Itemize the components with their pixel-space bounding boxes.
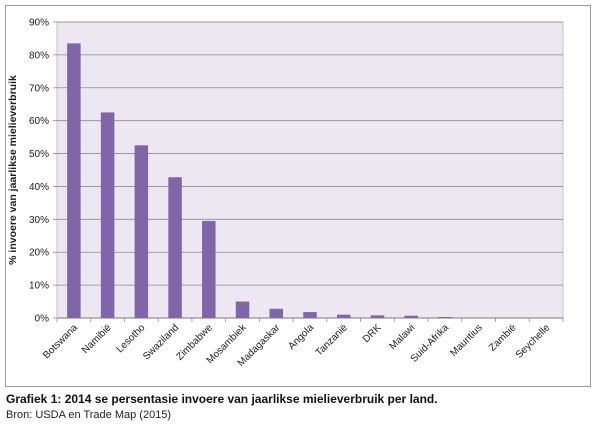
y-tick-label: 30% (29, 215, 49, 226)
x-tick-label: Lesotho (115, 322, 148, 355)
y-tick-label: 60% (29, 116, 49, 127)
bar (134, 145, 149, 318)
bar (438, 317, 452, 318)
x-tick-label: Namibië (80, 322, 114, 356)
y-axis-title: % invoere van jaarlikse mielieverbruik (7, 75, 19, 265)
bar (404, 315, 418, 318)
bar (235, 301, 250, 318)
x-tick-label: Tanzanië (314, 322, 350, 358)
y-tick-label: 90% (29, 18, 49, 29)
bar (168, 177, 182, 318)
x-tick-label: Angola (286, 322, 316, 352)
x-tick-label: Seychelle (514, 322, 553, 361)
bar (202, 220, 216, 318)
y-tick-label: 80% (29, 50, 49, 61)
y-tick-label: 20% (29, 248, 49, 259)
y-tick-label: 40% (29, 182, 49, 193)
x-tick-label: Botswana (41, 322, 80, 361)
x-tick-label: DRK (361, 322, 384, 345)
y-tick-label: 70% (29, 83, 49, 94)
y-tick-label: 10% (29, 281, 49, 292)
bar (100, 112, 115, 318)
bar (303, 312, 317, 318)
y-tick-label: 50% (29, 149, 49, 160)
x-tick-label: Zambië (487, 322, 519, 354)
y-tick-label: 0% (35, 314, 50, 325)
bar (336, 314, 351, 318)
x-tick-label: Malawi (388, 322, 418, 352)
bar (370, 315, 385, 318)
bar (269, 308, 284, 318)
x-tick-label: Mauritius (448, 322, 484, 358)
bar (67, 43, 81, 318)
chart-source: Bron: USDA en Trade Map (2015) (6, 409, 172, 421)
chart-caption: Grafiek 1: 2014 se persentasie invoere v… (6, 392, 438, 406)
plot-area (56, 21, 564, 319)
bar-chart: 0% 10% 20% 30% 40% 50% 60% 70% 80% 90% Botswana Nam… (7, 18, 564, 369)
